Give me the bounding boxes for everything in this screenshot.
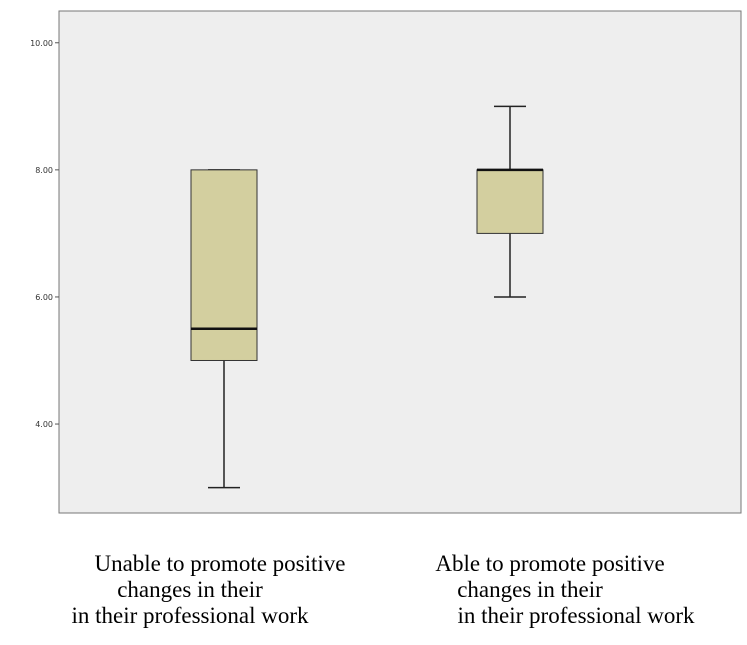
category-label-line: in their professional work <box>457 603 695 628</box>
y-axis: 4.00 6.00 8.00 10.00 <box>30 39 59 429</box>
iqr-box <box>476 169 544 234</box>
y-tick-label: 4.00 <box>35 420 53 429</box>
category-label-able: Able to promote positive changes in thei… <box>380 551 747 629</box>
plot-area <box>58 10 742 514</box>
box-group <box>190 105 544 489</box>
category-label-line: Unable to promote positive <box>94 551 346 576</box>
y-tick-label: 6.00 <box>35 293 53 302</box>
category-label-line: changes in their <box>457 577 603 602</box>
boxplot-chart: 4.00 6.00 8.00 10.00 <box>30 10 742 514</box>
y-tick-label: 8.00 <box>35 166 53 175</box>
y-tick-label: 10.00 <box>30 39 53 48</box>
category-label-line: in their professional work <box>71 603 309 628</box>
iqr-box <box>190 169 258 361</box>
category-label-line: changes in their <box>117 577 263 602</box>
category-label-unable: Unable to promote positive changes in th… <box>20 551 420 629</box>
category-label-line: Able to promote positive <box>435 551 665 576</box>
